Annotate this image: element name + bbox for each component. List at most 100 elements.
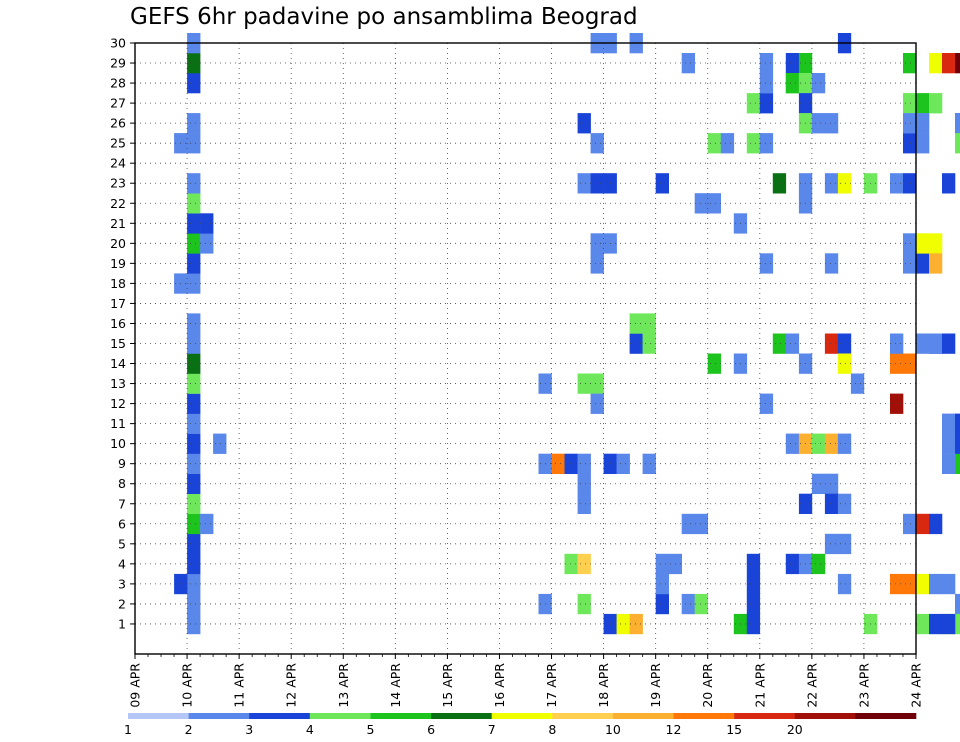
heatmap-cell xyxy=(187,193,201,214)
heatmap-cell xyxy=(187,613,201,635)
heatmap-cell xyxy=(200,233,214,254)
heatmap-cell xyxy=(916,513,930,535)
y-tick-label: 17 xyxy=(110,296,126,311)
heatmap-cell xyxy=(213,433,227,454)
heatmap-cell xyxy=(187,593,201,615)
x-tick-label: 09 APR xyxy=(128,663,143,708)
legend-label: 15 xyxy=(726,722,742,737)
heatmap-cell xyxy=(187,553,201,575)
heatmap-cell xyxy=(955,613,960,635)
x-tick-label: 12 APR xyxy=(284,663,299,708)
y-tick-label: 6 xyxy=(118,516,126,531)
legend-color-segment xyxy=(128,713,189,719)
heatmap-cell xyxy=(200,213,214,234)
legend-label: 8 xyxy=(548,722,556,737)
heatmap-cell xyxy=(187,173,201,194)
heatmap-cell xyxy=(929,233,943,254)
heatmap-cell xyxy=(837,433,852,454)
heatmap-cell xyxy=(694,193,708,214)
heatmap-cell xyxy=(577,553,591,575)
heatmap-cell xyxy=(577,373,591,394)
y-tick-label: 12 xyxy=(110,396,126,411)
heatmap-cell xyxy=(785,553,800,575)
heatmap-cell xyxy=(785,73,800,94)
heatmap-cell xyxy=(616,613,630,635)
legend-label: 12 xyxy=(666,722,682,737)
heatmap-cell xyxy=(629,333,643,354)
heatmap-cell xyxy=(187,453,201,474)
heatmap-cell xyxy=(929,253,943,274)
heatmap-cell xyxy=(772,333,787,354)
legend-label: 10 xyxy=(605,722,621,737)
legend-color-segment xyxy=(734,713,796,719)
heatmap-cell xyxy=(187,573,201,595)
heatmap-cell xyxy=(577,173,591,194)
heatmap-cell xyxy=(629,313,643,334)
heatmap-cell xyxy=(187,493,201,514)
heatmap-cell xyxy=(772,173,787,194)
x-tick-label: 17 APR xyxy=(544,663,559,708)
legend-label: 2 xyxy=(185,722,193,737)
heatmap-cell xyxy=(890,573,904,595)
heatmap-cell xyxy=(187,253,201,274)
x-tick-label: 21 APR xyxy=(752,663,767,708)
heatmap-cell xyxy=(187,413,201,434)
heatmap-cell xyxy=(903,113,917,134)
chart-title: GEFS 6hr padavine po ansamblima Beograd xyxy=(130,4,638,30)
heatmap-cell xyxy=(590,173,604,194)
legend-color-segment xyxy=(431,713,492,719)
heatmap-cell xyxy=(746,93,761,114)
heatmap-cell xyxy=(590,373,604,394)
legend-label: 1 xyxy=(124,722,132,737)
heatmap-cell xyxy=(746,573,761,595)
heatmap-cell xyxy=(694,513,708,535)
heatmap-cell xyxy=(187,73,201,94)
legend-color-segment xyxy=(552,713,614,719)
heatmap-cell xyxy=(681,53,695,74)
heatmap-cell xyxy=(187,213,201,234)
heatmap-cell xyxy=(942,613,956,635)
heatmap-cell xyxy=(903,173,917,194)
heatmap-cell xyxy=(955,453,960,474)
heatmap-cell xyxy=(903,513,917,535)
heatmap-cell xyxy=(577,113,591,134)
heatmap-cell xyxy=(564,553,578,575)
legend-label: 20 xyxy=(787,722,803,737)
y-tick-label: 5 xyxy=(118,536,126,551)
heatmap-cell xyxy=(942,433,956,454)
heatmap-cell xyxy=(837,573,852,595)
heatmap-cell xyxy=(824,173,839,194)
heatmap-cell xyxy=(837,353,852,374)
heatmap-cell xyxy=(590,133,604,154)
x-tick-label: 18 APR xyxy=(596,663,611,708)
y-tick-label: 25 xyxy=(110,136,126,151)
heatmap-cell xyxy=(187,133,201,154)
heatmap-cell xyxy=(955,133,960,154)
heatmap-cell xyxy=(916,133,930,154)
heatmap-cell xyxy=(824,333,839,354)
x-tick-label: 11 APR xyxy=(232,663,247,708)
heatmap-cell xyxy=(577,593,591,615)
heatmap-cell xyxy=(187,533,201,555)
heatmap-cell xyxy=(824,433,839,454)
heatmap-cell xyxy=(707,133,721,154)
heatmap-cell xyxy=(811,113,826,134)
heatmap-cell xyxy=(187,273,201,294)
y-tick-label: 29 xyxy=(110,56,126,71)
y-tick-label: 22 xyxy=(110,196,126,211)
heatmap-cell xyxy=(890,333,904,354)
heatmap-cell xyxy=(916,573,930,595)
heatmap-cell xyxy=(837,533,852,555)
heatmap-cell xyxy=(903,53,917,74)
legend-color-segment xyxy=(370,713,432,719)
x-tick-label: 14 APR xyxy=(388,663,403,708)
heatmap-cell xyxy=(590,253,604,274)
x-tick-label: 13 APR xyxy=(336,663,351,708)
legend-color-segment xyxy=(188,713,250,719)
heatmap-cell xyxy=(629,613,643,635)
heatmap-cell xyxy=(916,93,930,114)
legend-color-segment xyxy=(855,713,917,719)
heatmap-cell xyxy=(890,393,904,414)
x-tick-label: 16 APR xyxy=(492,663,507,708)
heatmap-cell xyxy=(655,593,669,615)
